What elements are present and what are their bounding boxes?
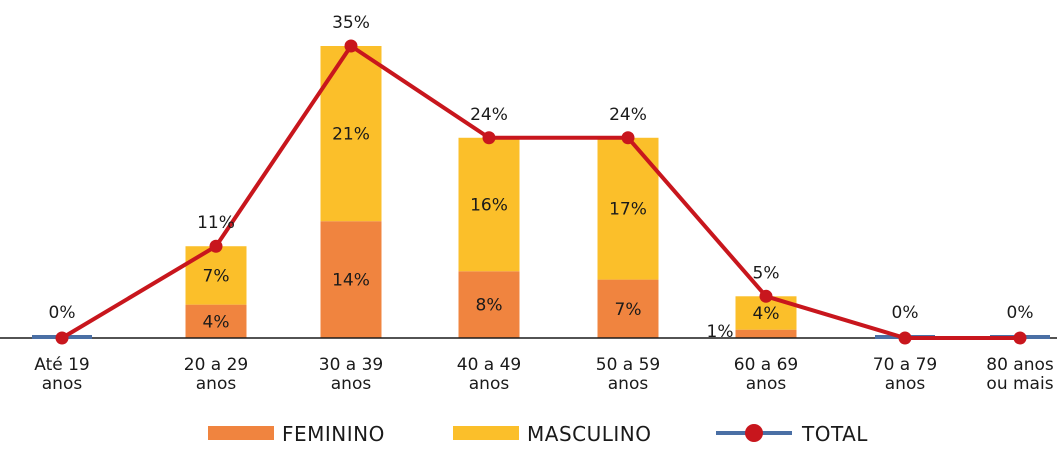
total-point [759, 289, 773, 303]
feminino-label: 1% [707, 322, 734, 342]
total-label: 35% [332, 13, 370, 33]
total-label: 0% [892, 303, 919, 323]
bar-feminino [320, 221, 382, 338]
category-label: anos [469, 374, 510, 394]
total-point [209, 239, 223, 253]
feminino-label: 14% [332, 271, 370, 291]
legend-swatch-feminino [208, 426, 274, 440]
category-label: 50 a 59 [596, 355, 661, 375]
total-label: 0% [49, 303, 76, 323]
bar-masculino [185, 246, 247, 305]
category-label: anos [885, 374, 926, 394]
total-point [621, 131, 635, 145]
category-label: 60 a 69 [734, 355, 799, 375]
legend-label-feminino: FEMININO [282, 422, 385, 445]
category-label: anos [331, 374, 372, 394]
masculino-label: 16% [470, 196, 508, 216]
category-label: 80 anos [986, 355, 1054, 375]
feminino-label: 8% [476, 296, 503, 316]
masculino-label: 21% [332, 125, 370, 145]
masculino-label: 7% [203, 266, 230, 286]
feminino-label: 4% [203, 312, 230, 332]
total-label: 24% [470, 105, 508, 125]
total-label: 5% [753, 263, 780, 283]
category-label: 40 a 49 [457, 355, 522, 375]
bar-masculino [458, 137, 520, 272]
category-label: 70 a 79 [873, 355, 938, 375]
category-label: 20 a 29 [184, 355, 249, 375]
total-label: 0% [1007, 303, 1034, 323]
total-point [344, 39, 358, 53]
category-label: Até 19 [34, 355, 90, 375]
bar-feminino [597, 279, 659, 338]
bar-feminino [185, 304, 247, 338]
legend-label-masculino: MASCULINO [527, 422, 651, 445]
total-point [55, 331, 69, 345]
legend-marker-total [745, 424, 763, 442]
category-label: anos [608, 374, 649, 394]
total-line [60, 44, 1020, 340]
bar-feminino [735, 329, 797, 338]
category-label: anos [42, 374, 83, 394]
legend-label-total: TOTAL [801, 422, 868, 445]
total-label: 24% [609, 105, 647, 125]
total-point [898, 331, 912, 345]
category-label: anos [196, 374, 237, 394]
category-label: ou mais [986, 374, 1053, 394]
category-label: anos [746, 374, 787, 394]
total-point [1013, 331, 1027, 345]
total-point [482, 131, 496, 145]
masculino-label: 17% [609, 200, 647, 220]
bar-feminino [458, 271, 520, 338]
total-label: 11% [197, 213, 235, 233]
legend-swatch-masculino [453, 426, 519, 440]
feminino-label: 7% [615, 300, 642, 320]
masculino-label: 4% [753, 304, 780, 324]
category-label: 30 a 39 [319, 355, 384, 375]
